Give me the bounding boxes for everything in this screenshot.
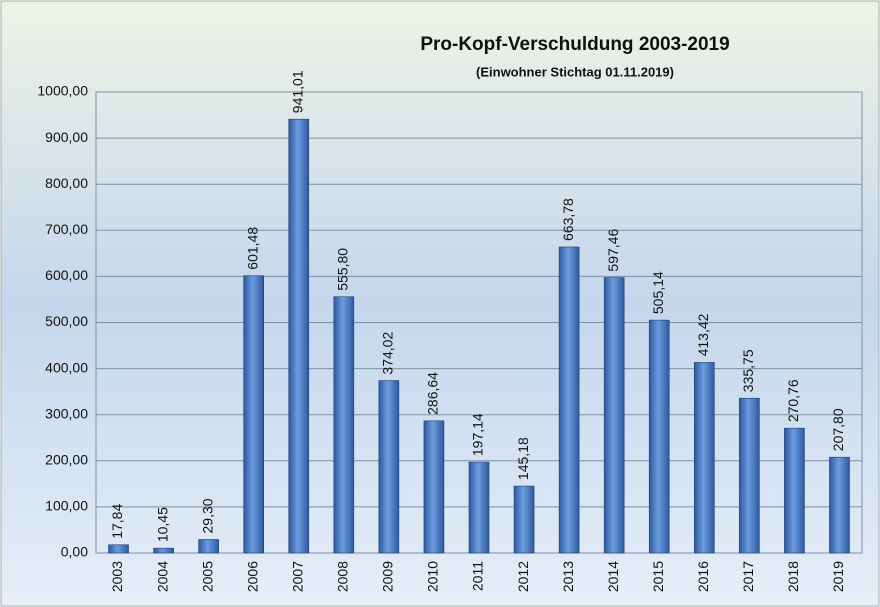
data-label: 941,01	[289, 70, 305, 113]
x-tick-label: 2011	[470, 561, 486, 591]
x-tick-label: 2007	[289, 561, 305, 592]
y-tick-label: 400,00	[45, 359, 88, 375]
data-label: 10,45	[154, 507, 170, 542]
bar	[693, 362, 715, 554]
data-label: 555,80	[335, 248, 351, 291]
bar	[423, 420, 445, 554]
x-tick-label: 2017	[740, 561, 756, 592]
x-tick-label: 2008	[335, 561, 351, 592]
x-tick-label: 2010	[425, 561, 441, 592]
x-tick-label: 2018	[785, 561, 801, 592]
x-tick-label: 2014	[605, 561, 621, 592]
data-label: 286,64	[425, 372, 441, 415]
bar	[288, 118, 310, 554]
bar	[378, 380, 400, 554]
y-tick-label: 800,00	[45, 175, 88, 191]
y-tick-label: 0,00	[61, 544, 88, 560]
data-label: 145,18	[515, 437, 531, 480]
bar	[558, 246, 580, 554]
data-label: 505,14	[650, 271, 666, 314]
bar	[603, 277, 625, 554]
data-label: 207,80	[830, 408, 846, 451]
y-tick-label: 900,00	[45, 129, 88, 145]
x-tick-label: 2006	[244, 561, 260, 592]
x-tick-label: 2016	[695, 561, 711, 592]
bar	[513, 485, 535, 554]
bar	[648, 319, 670, 554]
data-label: 597,46	[605, 229, 621, 272]
x-tick-label: 2004	[154, 561, 170, 592]
y-tick-label: 600,00	[45, 267, 88, 283]
bar	[739, 397, 760, 554]
data-label: 270,76	[785, 379, 801, 422]
x-tick-label: 2013	[560, 561, 576, 592]
x-tick-label: 2003	[109, 561, 125, 592]
bar	[198, 539, 219, 554]
y-tick-label: 300,00	[45, 405, 88, 421]
chart-title: Pro-Kopf-Verschuldung 2003-2019	[420, 34, 729, 55]
data-label: 17,84	[109, 504, 125, 539]
bar	[829, 456, 850, 554]
data-label: 663,78	[560, 198, 576, 241]
x-tick-label: 2019	[830, 561, 846, 592]
chart-subtitle: (Einwohner Stichtag 01.11.2019)	[476, 64, 674, 79]
bar	[784, 427, 805, 554]
data-label: 413,42	[695, 313, 711, 356]
bar	[243, 275, 265, 554]
y-tick-label: 700,00	[45, 221, 88, 237]
y-tick-label: 200,00	[45, 452, 88, 468]
y-tick-label: 500,00	[45, 313, 88, 329]
bar	[468, 461, 490, 554]
x-tick-label: 2012	[515, 561, 531, 592]
data-label: 197,14	[470, 413, 486, 456]
data-label: 29,30	[199, 498, 215, 533]
bar	[108, 544, 129, 554]
y-tick-label: 1000,00	[37, 83, 88, 99]
data-label: 374,02	[380, 332, 396, 375]
y-tick-label: 100,00	[45, 498, 88, 514]
bar	[333, 296, 355, 554]
x-tick-label: 2015	[650, 561, 666, 592]
bar	[153, 547, 174, 554]
data-label: 335,75	[740, 349, 756, 392]
x-tick-label: 2009	[380, 561, 396, 592]
data-label: 601,48	[244, 227, 260, 270]
x-tick-label: 2005	[199, 561, 215, 592]
